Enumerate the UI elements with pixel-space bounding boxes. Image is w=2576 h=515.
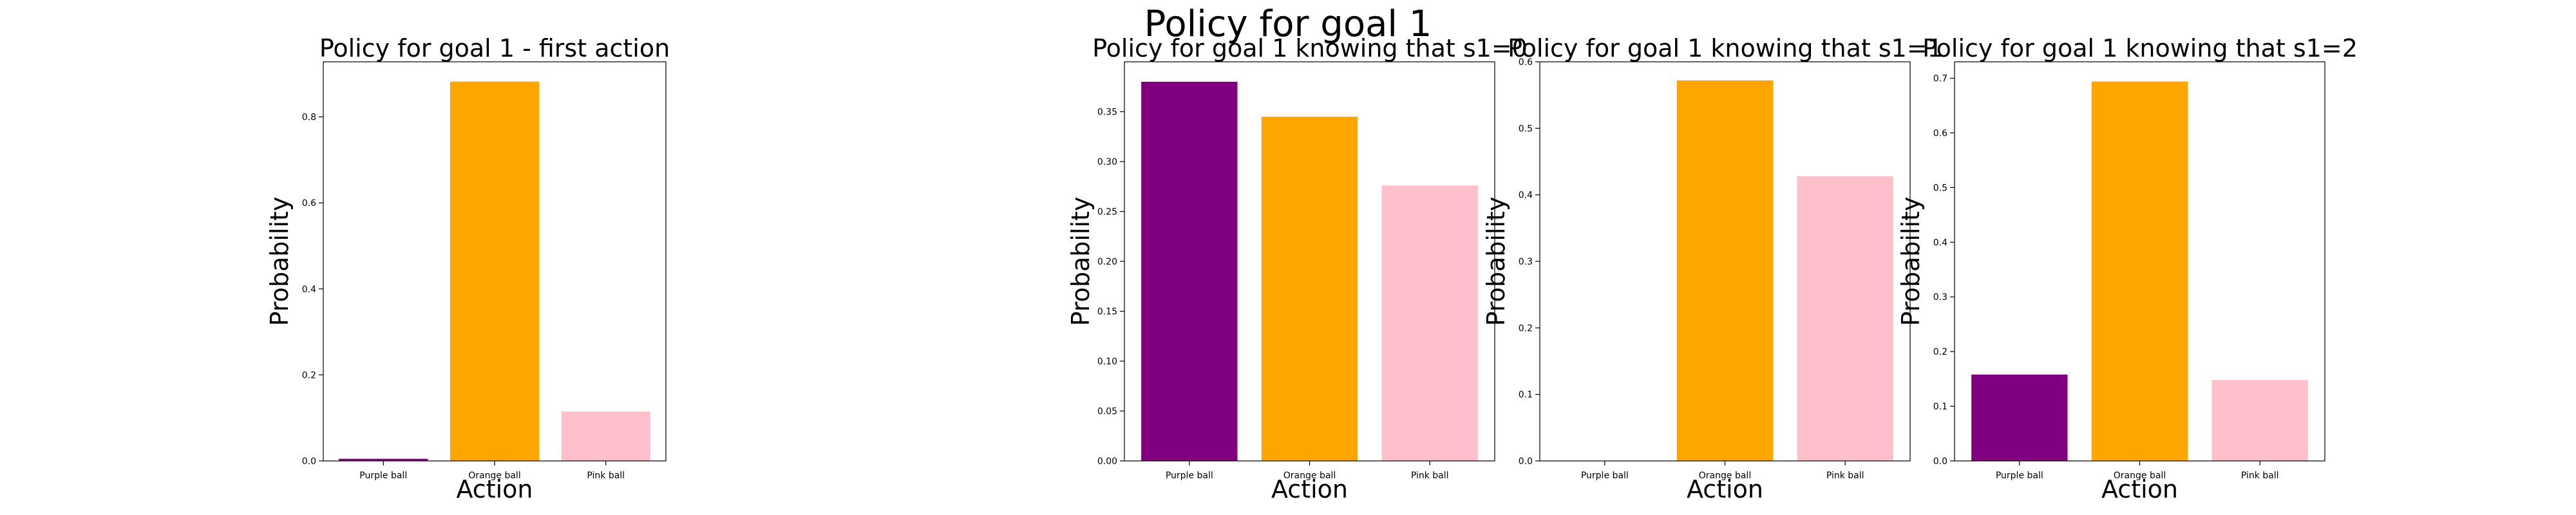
y-axis-label: Probability xyxy=(1897,197,1925,326)
figure-title: Policy for goal 1 xyxy=(1144,3,1432,45)
panel-title: Policy for goal 1 knowing that s1=1 xyxy=(1508,34,1943,62)
y-tick-label: 0.20 xyxy=(1097,257,1117,267)
bar-purple-ball xyxy=(339,458,428,461)
y-tick-label: 0.2 xyxy=(1933,347,1947,357)
y-tick-label: 0.35 xyxy=(1097,108,1117,118)
y-tick-label: 0.6 xyxy=(1519,57,1533,68)
y-tick-label: 0.05 xyxy=(1097,407,1117,417)
bar-pink-ball xyxy=(1381,185,1478,461)
bar-pink-ball xyxy=(1797,176,1893,461)
x-tick-label: Pink ball xyxy=(1411,471,1449,481)
x-tick-label: Purple ball xyxy=(1166,471,1213,481)
y-tick-label: 0.4 xyxy=(1519,191,1533,201)
x-tick-label: Orange ball xyxy=(2114,471,2166,481)
y-tick-label: 0.8 xyxy=(302,113,316,123)
y-tick-label: 0.7 xyxy=(1933,73,1947,84)
y-tick-label: 0.00 xyxy=(1097,456,1117,467)
bar-orange-ball xyxy=(2091,81,2188,462)
y-tick-label: 0.6 xyxy=(1933,128,1947,138)
y-tick-label: 0.3 xyxy=(1519,257,1533,267)
chart-panels: Policy for goal 1 - first action 0.0 0.2 0.… xyxy=(265,34,2358,503)
x-axis-label: Action xyxy=(2101,475,2178,503)
panel-title: Policy for goal 1 - first action xyxy=(319,34,670,62)
y-axis-label: Probability xyxy=(265,197,294,326)
y-axis-label: Probability xyxy=(1482,197,1510,326)
x-tick-label: Orange ball xyxy=(1699,471,1751,481)
chart-panel-2: Policy for goal 1 knowing that s1=0 0.00 0… xyxy=(1066,34,1528,503)
y-tick-label: 0.3 xyxy=(1933,292,1947,303)
x-axis-label: Action xyxy=(456,475,533,503)
x-tick-label: Purple ball xyxy=(1581,471,1629,481)
y-tick-label: 0.5 xyxy=(1933,183,1947,193)
y-tick-label: 0.2 xyxy=(302,370,316,380)
panel-title: Policy for goal 1 knowing that s1=0 xyxy=(1092,34,1528,62)
x-tick-label: Pink ball xyxy=(587,471,625,481)
chart-panel-4: Policy for goal 1 knowing that s1=2 0.0 0.… xyxy=(1897,34,2358,503)
y-tick-label: 0.1 xyxy=(1519,390,1533,400)
bar-purple-ball xyxy=(1141,82,1238,461)
chart-panel-1: Policy for goal 1 - first action 0.0 0.2 0.… xyxy=(265,34,670,503)
bar-orange-ball xyxy=(1261,117,1358,461)
x-tick-label: Pink ball xyxy=(1826,471,1864,481)
bar-orange-ball xyxy=(450,81,540,461)
bar-orange-ball xyxy=(1676,80,1774,461)
y-tick-label: 0.1 xyxy=(1933,402,1947,412)
y-tick-label: 0.15 xyxy=(1097,307,1117,317)
y-tick-label: 0.5 xyxy=(1519,124,1533,134)
x-tick-label: Orange ball xyxy=(468,471,520,481)
x-axis-label: Action xyxy=(1687,475,1763,503)
bar-pink-ball xyxy=(2211,380,2308,461)
chart-panel-3: Policy for goal 1 knowing that s1=1 0.0 0.… xyxy=(1482,34,1943,503)
bar-purple-ball xyxy=(1971,374,2068,461)
bar-pink-ball xyxy=(561,411,650,461)
x-axis-label: Action xyxy=(1271,475,1348,503)
y-tick-label: 0.4 xyxy=(1933,238,1947,248)
x-tick-label: Purple ball xyxy=(1996,471,2043,481)
y-tick-label: 0.30 xyxy=(1097,157,1117,167)
y-tick-label: 0.2 xyxy=(1519,323,1533,333)
panel-title: Policy for goal 1 knowing that s1=2 xyxy=(1922,34,2358,62)
y-tick-label: 0.4 xyxy=(302,285,316,295)
x-tick-label: Orange ball xyxy=(1283,471,1336,481)
x-tick-label: Purple ball xyxy=(359,471,407,481)
x-tick-label: Pink ball xyxy=(2241,471,2279,481)
y-tick-label: 0.0 xyxy=(1519,456,1533,467)
y-axis-label: Probability xyxy=(1066,197,1095,326)
y-tick-label: 0.0 xyxy=(302,456,316,467)
y-tick-label: 0.6 xyxy=(302,198,316,209)
y-tick-label: 0.10 xyxy=(1097,357,1117,367)
y-tick-label: 0.25 xyxy=(1097,207,1117,218)
y-tick-label: 0.0 xyxy=(1933,456,1947,467)
